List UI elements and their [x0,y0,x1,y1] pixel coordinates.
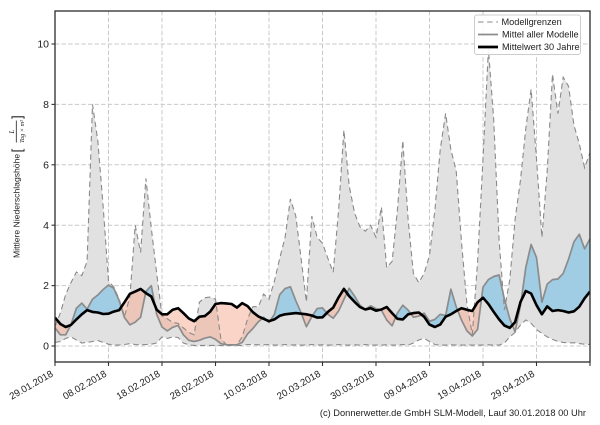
svg-text:4: 4 [43,220,49,232]
svg-text:Mittlere Niederschlagshöhe: Mittlere Niederschlagshöhe [12,154,22,258]
svg-text:L: L [8,129,16,134]
svg-text:6: 6 [43,159,49,171]
svg-text:Tag × m²: Tag × m² [19,120,26,143]
svg-text:(c) Donnerwetter.de GmbH SLM-M: (c) Donnerwetter.de GmbH SLM-Modell, Lau… [320,408,586,418]
svg-text:[: [ [9,149,24,153]
svg-text:Mittel aller Modelle: Mittel aller Modelle [502,30,579,40]
svg-text:Mittelwert 30 Jahre: Mittelwert 30 Jahre [502,42,580,52]
svg-text:2: 2 [43,280,49,292]
svg-text:]: ] [9,115,24,119]
svg-text:8: 8 [43,99,49,111]
svg-text:0: 0 [43,341,49,353]
svg-text:10: 10 [37,39,49,51]
svg-text:Modellgrenzen: Modellgrenzen [502,17,562,27]
